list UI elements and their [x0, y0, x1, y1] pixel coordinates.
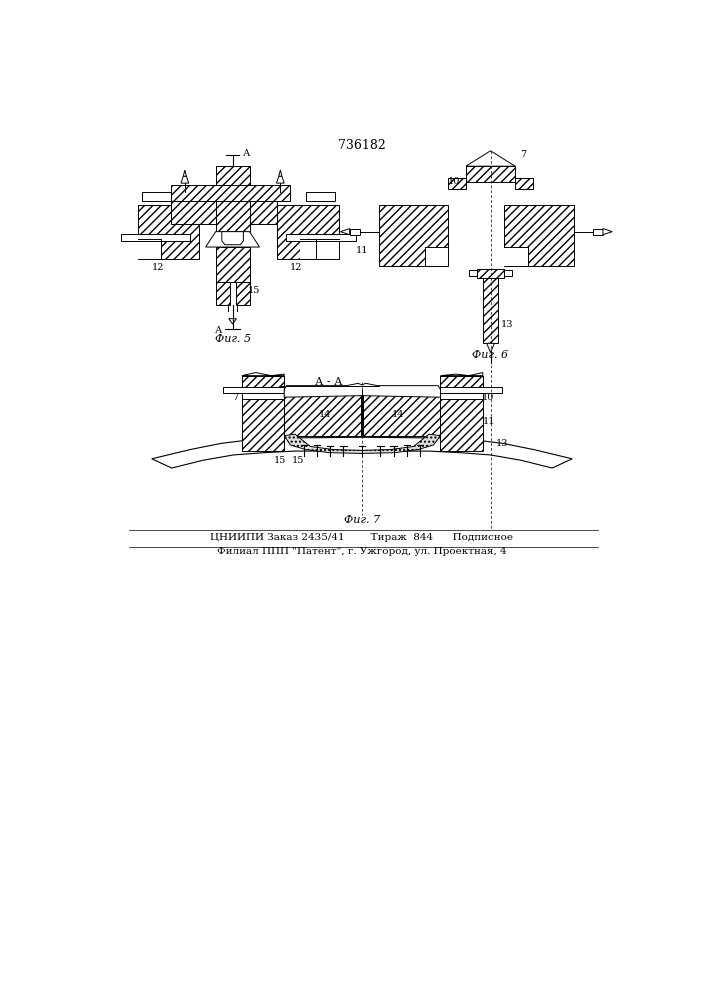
Text: 7: 7: [232, 393, 238, 402]
Text: 13: 13: [496, 439, 508, 448]
Polygon shape: [276, 176, 284, 183]
Polygon shape: [340, 229, 350, 235]
Text: 12: 12: [291, 263, 303, 272]
Bar: [242, 376, 284, 389]
Text: 10: 10: [448, 177, 460, 186]
Bar: [425, 247, 448, 266]
Bar: [466, 166, 515, 182]
Polygon shape: [284, 383, 440, 397]
Bar: [593, 229, 603, 235]
Text: 11: 11: [356, 246, 368, 255]
Text: 13: 13: [501, 320, 514, 329]
Text: Фиг. 6: Фиг. 6: [472, 350, 508, 360]
Bar: [284, 389, 361, 436]
Polygon shape: [486, 278, 494, 282]
Text: 12: 12: [152, 263, 164, 272]
Polygon shape: [603, 229, 612, 235]
Text: 11: 11: [483, 417, 495, 426]
Polygon shape: [183, 170, 187, 176]
Bar: [277, 205, 339, 259]
Bar: [286, 234, 356, 241]
Text: 10: 10: [482, 393, 494, 402]
Polygon shape: [440, 373, 483, 376]
Polygon shape: [222, 232, 243, 245]
Bar: [138, 239, 161, 259]
Bar: [440, 389, 483, 451]
Text: 14: 14: [392, 410, 404, 419]
Bar: [363, 389, 440, 436]
Bar: [469, 270, 477, 276]
Bar: [216, 166, 250, 232]
Bar: [504, 247, 527, 266]
Bar: [440, 393, 483, 399]
Polygon shape: [466, 151, 515, 166]
Bar: [448, 178, 466, 189]
Bar: [440, 376, 483, 389]
Bar: [242, 389, 284, 451]
Text: Фиг. 5: Фиг. 5: [214, 334, 251, 344]
Bar: [440, 387, 502, 393]
Text: 736182: 736182: [338, 139, 386, 152]
Bar: [504, 205, 573, 266]
Bar: [477, 269, 504, 278]
Bar: [121, 234, 190, 241]
Text: ЦНИИПИ Заказ 2435/41        Тираж  844      Подписное: ЦНИИПИ Заказ 2435/41 Тираж 844 Подписное: [211, 533, 513, 542]
Polygon shape: [229, 319, 236, 324]
Text: Фиг. 7: Фиг. 7: [344, 515, 380, 525]
Text: 7: 7: [520, 150, 526, 159]
Polygon shape: [486, 343, 494, 353]
Polygon shape: [206, 232, 259, 247]
Bar: [216, 282, 230, 305]
Polygon shape: [152, 437, 572, 468]
Bar: [171, 185, 291, 201]
Bar: [138, 205, 199, 259]
Text: А - А: А - А: [315, 377, 343, 387]
Polygon shape: [279, 170, 282, 176]
Bar: [515, 178, 533, 189]
Text: 15: 15: [248, 286, 260, 295]
Text: А: А: [215, 326, 223, 335]
Bar: [305, 192, 335, 201]
Bar: [483, 278, 498, 343]
Bar: [216, 247, 250, 282]
Polygon shape: [181, 176, 189, 183]
Bar: [504, 270, 512, 276]
Bar: [250, 201, 277, 224]
Text: Филиал ППП "Патент", г. Ужгород, ул. Проектная, 4: Филиал ППП "Патент", г. Ужгород, ул. Про…: [217, 547, 507, 556]
Text: 14: 14: [319, 410, 332, 419]
Bar: [350, 229, 360, 235]
Polygon shape: [242, 373, 284, 376]
Bar: [171, 201, 216, 224]
Bar: [223, 387, 284, 393]
Text: А: А: [243, 149, 251, 158]
Text: 15: 15: [274, 456, 286, 465]
Bar: [300, 239, 339, 259]
Bar: [242, 393, 284, 399]
Bar: [141, 192, 171, 201]
Bar: [235, 282, 250, 305]
Text: 15: 15: [292, 456, 304, 465]
Bar: [379, 205, 448, 266]
Polygon shape: [284, 434, 440, 453]
